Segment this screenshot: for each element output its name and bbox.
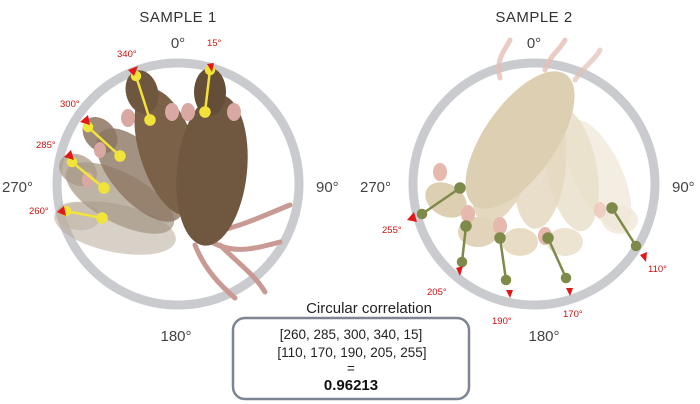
- sample1-angle-260: 260°: [29, 206, 49, 217]
- sample1-angle-300: 300°: [60, 99, 80, 110]
- correlation-equals-sign: =: [347, 361, 355, 376]
- sample2-mice-illustration: [416, 37, 642, 286]
- sample2-direction-arrows: [407, 212, 647, 298]
- sample1-deg-270: 270°: [2, 179, 33, 196]
- correlation-title: Circular correlation: [306, 300, 432, 317]
- sample2-deg-90: 90°: [672, 179, 695, 196]
- sample1-deg-180: 180°: [160, 328, 191, 345]
- sample1-deg-0: 0°: [171, 35, 185, 52]
- sample2-angle-205: 205°: [427, 287, 447, 298]
- sample1-angle-340: 340°: [117, 49, 137, 60]
- sample2-title: SAMPLE 2: [495, 9, 572, 26]
- sample2-deg-180: 180°: [528, 328, 559, 345]
- sample1-direction-arrows: [57, 63, 214, 216]
- sample2-angle-110: 110°: [648, 264, 667, 275]
- correlation-sample1-values: [260, 285, 300, 340, 15]: [280, 327, 423, 342]
- sample2-deg-0: 0°: [527, 35, 541, 52]
- correlation-box: [231, 316, 471, 401]
- sample2-deg-270: 270°: [360, 179, 391, 196]
- correlation-value: 0.96213: [324, 377, 378, 394]
- sample2-angle-255: 255°: [382, 225, 402, 236]
- sample1-compass-ring: [52, 58, 304, 310]
- sample1-mice-illustration: [54, 64, 293, 301]
- sample1-angle-15: 15°: [207, 38, 222, 49]
- sample1-angle-285: 285°: [36, 140, 56, 151]
- correlation-sample2-values: [110, 170, 190, 205, 255]: [277, 345, 426, 360]
- sample1-deg-90: 90°: [316, 179, 339, 196]
- sample1-title: SAMPLE 1: [139, 9, 216, 26]
- sample2-compass-ring: [408, 58, 660, 310]
- sample2-angle-170: 170°: [563, 309, 583, 320]
- sample2-angle-190: 190°: [492, 316, 512, 327]
